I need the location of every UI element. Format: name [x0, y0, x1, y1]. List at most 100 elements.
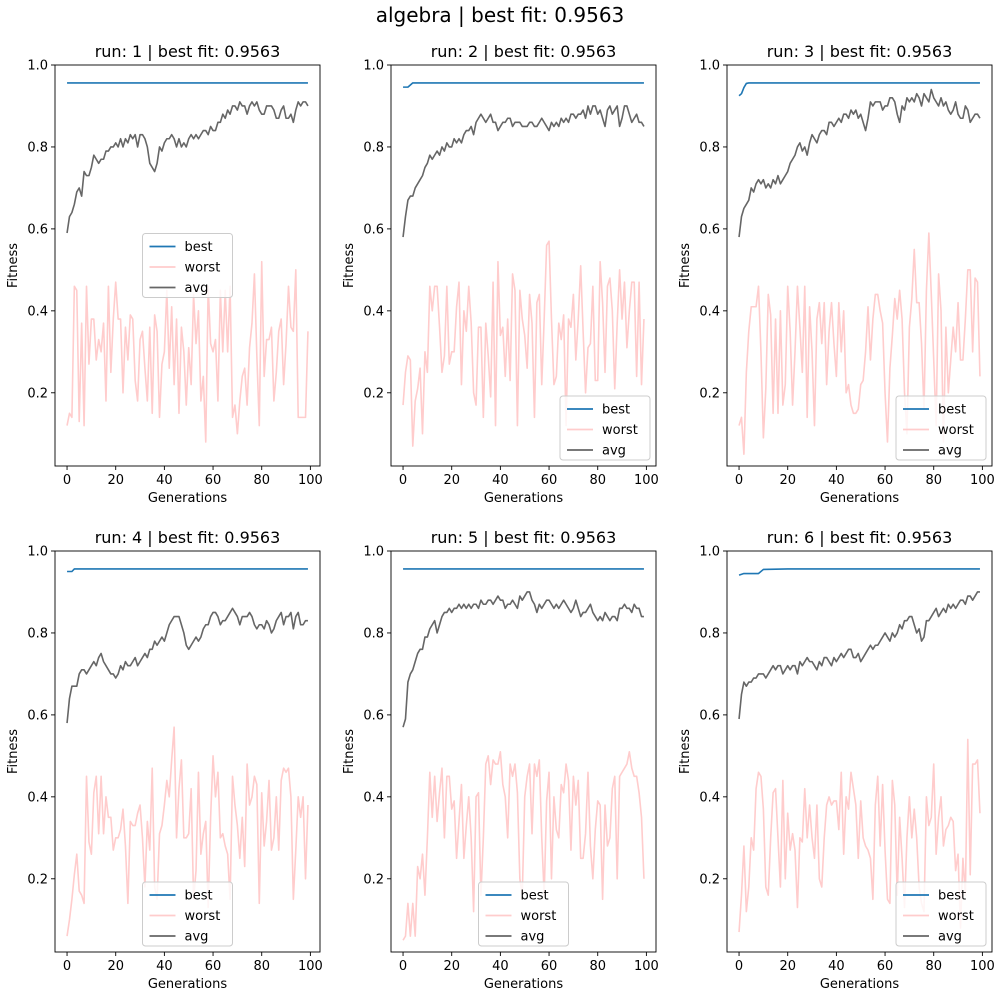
subplot-title: run: 3 | best fit: 0.9563 — [767, 42, 953, 61]
x-axis-label: Generations — [148, 491, 228, 506]
legend-label-avg: avg — [938, 444, 962, 459]
x-tick-label: 40 — [828, 473, 845, 488]
x-tick-label: 60 — [877, 959, 894, 974]
subplot-run-5: run: 5 | best fit: 0.9563 0 20 40 60 80 100 0.2… — [342, 528, 659, 992]
series-line-worst — [66, 260, 309, 443]
x-tick-label: 80 — [589, 473, 606, 488]
legend-label-worst: worst — [185, 909, 221, 924]
legend-label-worst: worst — [938, 423, 974, 438]
legend-label-best: best — [521, 889, 549, 904]
x-axis-label: Generations — [820, 977, 900, 992]
y-tick-label: 0.8 — [27, 626, 48, 641]
subplot-run-2: run: 2 | best fit: 0.9563 0 20 40 60 80 100 0.2… — [342, 42, 659, 506]
legend-box — [895, 881, 987, 947]
subplot-run-3: run: 3 | best fit: 0.9563 0 20 40 60 80 100 0.2… — [678, 42, 995, 506]
y-tick-label: 0.4 — [363, 790, 384, 805]
y-tick-label: 0.4 — [27, 790, 48, 805]
y-axis-label: Fitness — [342, 729, 357, 774]
legend-label-worst: worst — [521, 909, 557, 924]
x-tick-label: 80 — [589, 959, 606, 974]
legend-box — [895, 395, 987, 461]
x-tick-label: 0 — [735, 959, 743, 974]
series-group — [66, 568, 309, 937]
series-line-worst — [738, 738, 981, 933]
x-tick-label: 80 — [253, 959, 270, 974]
y-tick-label: 0.4 — [27, 304, 48, 319]
x-tick-label: 80 — [925, 473, 942, 488]
series-line-avg — [66, 101, 309, 234]
legend-label-avg: avg — [185, 930, 209, 945]
legend-label-best: best — [185, 889, 213, 904]
subplot-title: run: 4 | best fit: 0.9563 — [95, 528, 281, 547]
series-line-best — [738, 82, 980, 97]
x-axis-label: Generations — [148, 977, 228, 992]
legend: best worst avg — [895, 881, 987, 947]
legend: best worst avg — [142, 881, 233, 947]
series-group — [402, 568, 645, 941]
x-tick-label: 100 — [970, 473, 995, 488]
subplot-run-1: run: 1 | best fit: 0.9563 0 20 40 60 80 100 0.2… — [6, 42, 323, 506]
x-tick-label: 80 — [925, 959, 942, 974]
y-tick-label: 0.8 — [27, 140, 48, 155]
legend: best worst avg — [895, 395, 987, 461]
y-tick-label: 0.6 — [363, 708, 384, 723]
y-tick-label: 0.4 — [363, 304, 384, 319]
legend-label-avg: avg — [185, 281, 209, 296]
x-tick-label: 100 — [298, 959, 323, 974]
series-line-worst — [402, 750, 645, 941]
legend-label-worst: worst — [602, 423, 638, 438]
axes-frame — [726, 550, 993, 953]
y-tick-label: 0.6 — [699, 708, 720, 723]
x-tick-label: 40 — [156, 959, 173, 974]
y-axis-label: Fitness — [678, 243, 693, 288]
y-tick-label: 0.2 — [27, 872, 48, 887]
x-tick-label: 60 — [877, 473, 894, 488]
x-tick-label: 0 — [63, 959, 71, 974]
legend: best worst avg — [142, 233, 233, 298]
series-line-best — [738, 568, 980, 576]
legend-box — [478, 881, 569, 947]
y-tick-label: 0.2 — [363, 872, 384, 887]
series-line-best — [403, 82, 644, 88]
x-tick-label: 100 — [298, 473, 323, 488]
series-line-best — [67, 568, 308, 573]
y-tick-label: 0.8 — [699, 140, 720, 155]
x-tick-label: 60 — [541, 959, 558, 974]
axes-frame — [390, 550, 657, 953]
x-tick-label: 20 — [107, 959, 124, 974]
y-tick-label: 0.2 — [363, 386, 384, 401]
y-tick-label: 0.4 — [699, 790, 720, 805]
subplot-title: run: 6 | best fit: 0.9563 — [767, 528, 953, 547]
legend-label-best: best — [938, 403, 966, 418]
y-tick-label: 1.0 — [699, 59, 720, 74]
x-axis-label: Generations — [484, 977, 564, 992]
legend-label-worst: worst — [938, 909, 974, 924]
y-axis-label: Fitness — [6, 243, 21, 288]
x-axis-label: Generations — [820, 491, 900, 506]
x-tick-label: 0 — [735, 473, 743, 488]
series-line-avg — [66, 607, 308, 724]
series-line-worst — [402, 240, 645, 447]
y-tick-label: 0.4 — [699, 304, 720, 319]
x-tick-label: 60 — [205, 959, 222, 974]
x-tick-label: 0 — [63, 473, 71, 488]
y-tick-label: 1.0 — [363, 59, 384, 74]
y-tick-label: 0.8 — [363, 626, 384, 641]
y-tick-label: 0.2 — [27, 386, 48, 401]
x-tick-label: 20 — [443, 959, 460, 974]
subplot-title: run: 2 | best fit: 0.9563 — [431, 42, 617, 61]
legend-label-avg: avg — [938, 930, 962, 945]
x-tick-label: 100 — [970, 959, 995, 974]
legend-label-best: best — [938, 889, 966, 904]
subplot-title: run: 1 | best fit: 0.9563 — [95, 42, 281, 61]
y-tick-label: 0.6 — [699, 222, 720, 237]
x-tick-label: 20 — [443, 473, 460, 488]
x-tick-label: 80 — [253, 473, 270, 488]
y-tick-label: 0.6 — [363, 222, 384, 237]
x-tick-label: 0 — [399, 959, 407, 974]
legend-box — [142, 881, 233, 947]
series-line-avg — [738, 591, 980, 720]
x-tick-label: 40 — [492, 959, 509, 974]
legend-label-best: best — [185, 240, 213, 255]
